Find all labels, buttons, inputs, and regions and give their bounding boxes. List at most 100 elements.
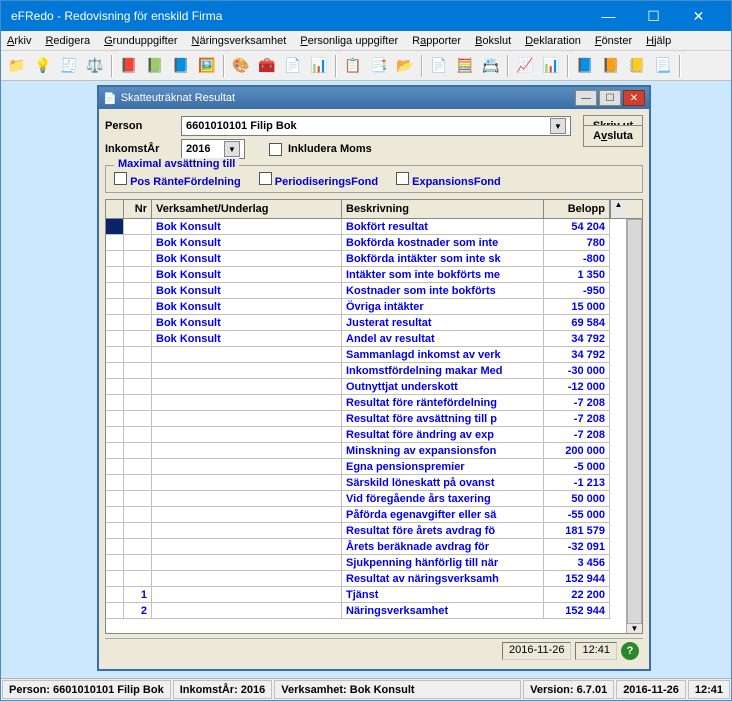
maximize-button[interactable]: ☐ <box>631 1 676 31</box>
menu-rapporter[interactable]: Rapporter <box>412 35 461 47</box>
table-row[interactable]: Sjukpenning hänförlig till när3 456 <box>106 555 626 571</box>
table-row[interactable]: Vid föregående års taxering50 000 <box>106 491 626 507</box>
menu-bokslut[interactable]: Bokslut <box>475 35 511 47</box>
cell-verksamhet: Bok Konsult <box>152 235 342 251</box>
cell-belopp: 22 200 <box>544 587 610 603</box>
table-row[interactable]: Egna pensionspremier-5 000 <box>106 459 626 475</box>
table-row[interactable]: Resultat av näringsverksamh152 944 <box>106 571 626 587</box>
table-row[interactable]: Inkomstfördelning makar Med-30 000 <box>106 363 626 379</box>
cell-verksamhet <box>152 587 342 603</box>
row-selector <box>106 459 124 475</box>
header-verksamhet[interactable]: Verksamhet/Underlag <box>152 200 342 218</box>
opt-expansionsfond[interactable]: ExpansionsFond <box>396 172 501 188</box>
close-dialog-button[interactable]: Avsluta <box>583 125 643 147</box>
table-row[interactable]: Bok KonsultÖvriga intäkter15 000 <box>106 299 626 315</box>
table-row[interactable]: Sammanlagd inkomst av verk34 792 <box>106 347 626 363</box>
toolbar-button-17[interactable]: 📇 <box>479 54 503 78</box>
cell-verksamhet <box>152 395 342 411</box>
toolbar-button-23[interactable]: 📃 <box>651 54 675 78</box>
toolbar-button-21[interactable]: 📙 <box>599 54 623 78</box>
toolbar-button-10[interactable]: 📄 <box>281 54 305 78</box>
cell-nr <box>124 555 152 571</box>
table-row[interactable]: Minskning av expansionsfon200 000 <box>106 443 626 459</box>
row-selector <box>106 587 124 603</box>
child-minimize-button[interactable]: — <box>575 90 597 106</box>
toolbar-button-16[interactable]: 🧮 <box>453 54 477 78</box>
toolbar-button-6[interactable]: 📘 <box>169 54 193 78</box>
table-row[interactable]: Bok KonsultAndel av resultat34 792 <box>106 331 626 347</box>
child-close-button[interactable]: ✕ <box>623 90 645 106</box>
toolbar-button-1[interactable]: 💡 <box>31 54 55 78</box>
cell-beskrivning: Egna pensionspremier <box>342 459 544 475</box>
cell-belopp: -32 091 <box>544 539 610 555</box>
table-row[interactable]: Resultat före årets avdrag fö181 579 <box>106 523 626 539</box>
toolbar-button-22[interactable]: 📒 <box>625 54 649 78</box>
toolbar-button-14[interactable]: 📂 <box>393 54 417 78</box>
menu-personliga[interactable]: Personliga uppgifter <box>300 35 398 47</box>
menu-naringsverksamhet[interactable]: Näringsverksamhet <box>192 35 287 47</box>
menu-deklaration[interactable]: Deklaration <box>525 35 581 47</box>
header-nr[interactable]: Nr <box>124 200 152 218</box>
menu-redigera[interactable]: Redigera <box>45 35 90 47</box>
include-moms-checkbox[interactable] <box>269 143 282 156</box>
table-row[interactable]: Särskild löneskatt på ovanst-1 213 <box>106 475 626 491</box>
help-icon[interactable]: ? <box>621 642 639 660</box>
toolbar-button-12[interactable]: 📋 <box>341 54 365 78</box>
cell-verksamhet <box>152 507 342 523</box>
cell-belopp: 152 944 <box>544 571 610 587</box>
table-row[interactable]: Bok KonsultJusterat resultat69 584 <box>106 315 626 331</box>
grid-body: Bok KonsultBokfört resultat54 204Bok Kon… <box>106 219 626 633</box>
cell-belopp: 181 579 <box>544 523 610 539</box>
table-row[interactable]: Bok KonsultKostnader som inte bokförts-9… <box>106 283 626 299</box>
table-row[interactable]: Outnyttjat underskott-12 000 <box>106 379 626 395</box>
close-button[interactable]: ✕ <box>676 1 721 31</box>
toolbar-button-5[interactable]: 📗 <box>143 54 167 78</box>
toolbar-button-9[interactable]: 🧰 <box>255 54 279 78</box>
table-row[interactable]: Bok KonsultBokfört resultat54 204 <box>106 219 626 235</box>
toolbar-button-11[interactable]: 📊 <box>307 54 331 78</box>
toolbar-button-18[interactable]: 📈 <box>513 54 537 78</box>
cell-nr <box>124 459 152 475</box>
opt-rantefordelning[interactable]: Pos RänteFördelning <box>114 172 241 188</box>
minimize-button[interactable]: — <box>586 1 631 31</box>
table-row[interactable]: Bok KonsultBokförda kostnader som inte78… <box>106 235 626 251</box>
table-row[interactable]: 1Tjänst22 200 <box>106 587 626 603</box>
header-beskrivning[interactable]: Beskrivning <box>342 200 544 218</box>
menu-hjalp[interactable]: Hjälp <box>646 35 671 47</box>
table-row[interactable]: Årets beräknade avdrag för-32 091 <box>106 539 626 555</box>
table-row[interactable]: Bok KonsultBokförda intäkter som inte sk… <box>106 251 626 267</box>
year-combo[interactable]: 2016 ▼ <box>181 139 245 159</box>
header-belopp[interactable]: Belopp <box>544 200 610 218</box>
menubar: Arkiv Redigera Grunduppgifter Näringsver… <box>1 31 731 51</box>
table-row[interactable]: Resultat före räntefördelning-7 208 <box>106 395 626 411</box>
table-row[interactable]: Resultat före avsättning till p-7 208 <box>106 411 626 427</box>
opt-periodiseringsfond[interactable]: PeriodiseringsFond <box>259 172 378 188</box>
cell-nr <box>124 363 152 379</box>
menu-fonster[interactable]: Fönster <box>595 35 632 47</box>
toolbar-button-8[interactable]: 🎨 <box>229 54 253 78</box>
toolbar-button-19[interactable]: 📊 <box>539 54 563 78</box>
cell-beskrivning: Sammanlagd inkomst av verk <box>342 347 544 363</box>
cell-nr <box>124 283 152 299</box>
vertical-scrollbar[interactable]: ▼ <box>626 219 642 633</box>
toolbar-button-20[interactable]: 📘 <box>573 54 597 78</box>
table-row[interactable]: Bok KonsultIntäkter som inte bokförts me… <box>106 267 626 283</box>
toolbar-button-4[interactable]: 📕 <box>117 54 141 78</box>
toolbar-button-3[interactable]: ⚖️ <box>83 54 107 78</box>
scroll-up-icon[interactable]: ▲ <box>610 200 626 218</box>
toolbar-button-0[interactable]: 📁 <box>5 54 29 78</box>
table-row[interactable]: 2Näringsverksamhet152 944 <box>106 603 626 619</box>
table-row[interactable]: Resultat före ändring av exp-7 208 <box>106 427 626 443</box>
menu-grunduppgifter[interactable]: Grunduppgifter <box>104 35 177 47</box>
toolbar-separator <box>567 55 569 77</box>
toolbar-button-7[interactable]: 🖼️ <box>195 54 219 78</box>
table-row[interactable]: Påförda egenavgifter eller sä-55 000 <box>106 507 626 523</box>
cell-verksamhet <box>152 491 342 507</box>
row-selector <box>106 395 124 411</box>
menu-arkiv[interactable]: Arkiv <box>7 35 31 47</box>
toolbar-button-13[interactable]: 📑 <box>367 54 391 78</box>
child-maximize-button[interactable]: ☐ <box>599 90 621 106</box>
person-combo[interactable]: 6601010101 Filip Bok ▼ <box>181 116 571 136</box>
toolbar-button-15[interactable]: 📄 <box>427 54 451 78</box>
toolbar-button-2[interactable]: 🧾 <box>57 54 81 78</box>
